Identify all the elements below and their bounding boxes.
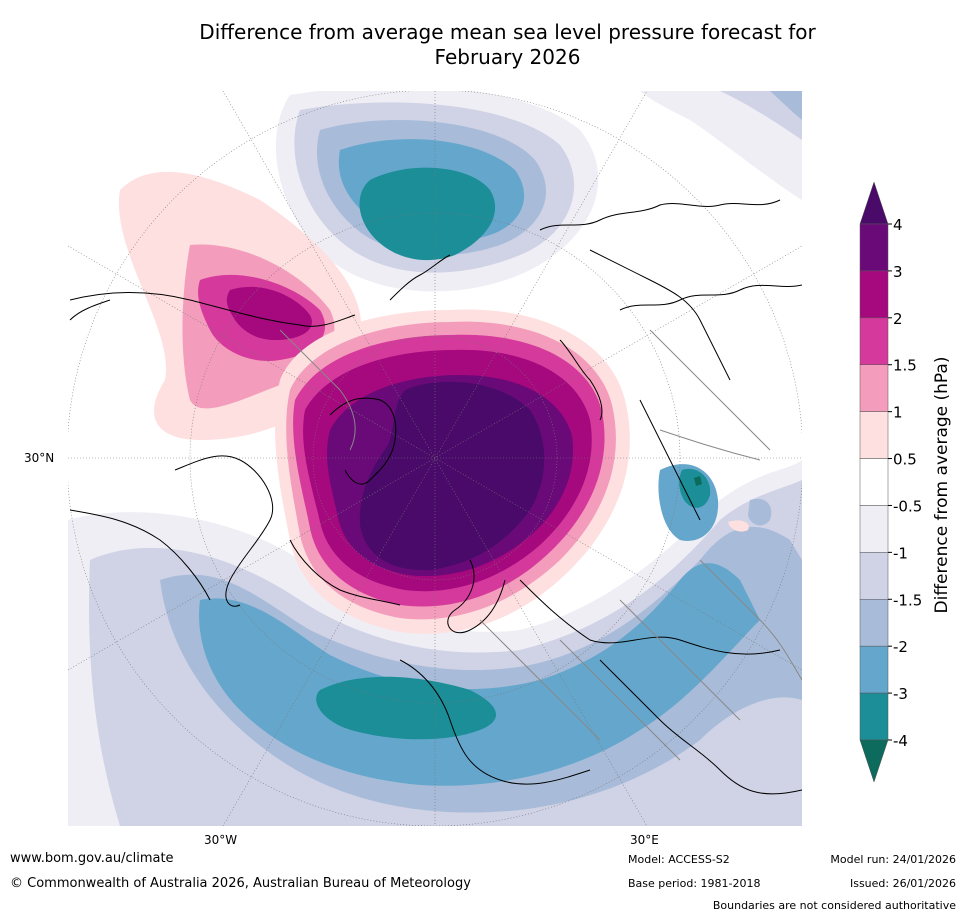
- colorbar-tick-label: -1.5: [893, 591, 922, 609]
- north-pacific-low: [275, 91, 599, 292]
- colorbar-segment: [859, 223, 889, 272]
- colorbar-segment: [859, 317, 889, 365]
- title-line-2: February 2026: [434, 45, 581, 69]
- colorbar-segment: [859, 364, 889, 412]
- colorbar-segment: [859, 692, 889, 741]
- colorbar-tick-label: 1: [893, 404, 903, 422]
- colorbar-segment: [859, 411, 889, 459]
- colorbar-segment: [859, 505, 889, 553]
- website-link[interactable]: www.bom.gov.au/climate: [10, 851, 174, 866]
- colorbar-segment: [859, 645, 889, 694]
- colorbar-over-arrow: [859, 181, 889, 225]
- title-line-1: Difference from average mean sea level p…: [199, 20, 816, 44]
- graticule: [68, 91, 802, 826]
- colorbar-tick-label: -3: [893, 685, 908, 703]
- lon-label-30w: 30°W: [204, 833, 238, 847]
- colorbar-tick-label: 4: [893, 216, 903, 234]
- country-borders: [279, 329, 802, 761]
- colorbar-tick-label: 0.5: [893, 451, 917, 469]
- coastlines: [69, 199, 802, 795]
- colorbar-tick-label: -2: [893, 638, 908, 656]
- lon-label-30e: 30°E: [630, 833, 659, 847]
- colorbar-tick-label: -4: [893, 732, 908, 750]
- arctic-high: [274, 309, 630, 634]
- colorbar-label: Difference from average (hPa): [932, 357, 952, 614]
- issued-date: Issued: 26/01/2026: [849, 877, 956, 890]
- colorbar-segment: [859, 458, 889, 506]
- base-period: Base period: 1981-2018: [628, 877, 761, 890]
- colorbar-tick-label: 3: [893, 263, 903, 281]
- colorbar-under-arrow: [859, 739, 889, 783]
- copyright: © Commonwealth of Australia 2026, Austra…: [10, 876, 471, 891]
- colorbar-segment: [859, 599, 889, 647]
- colorbar-tick-label: -1: [893, 544, 908, 562]
- colorbar-segment: [859, 270, 889, 319]
- colorbar-tick-label: -0.5: [893, 497, 922, 515]
- lat-label-30n: 30°N: [24, 451, 55, 465]
- disclaimer: Boundaries are not considered authoritat…: [712, 899, 956, 912]
- colorbar-segment: [859, 552, 889, 600]
- colorbar-tick-label: 1.5: [893, 357, 917, 375]
- model-name: Model: ACCESS-S2: [628, 853, 730, 866]
- model-run: Model run: 24/01/2026: [830, 853, 956, 866]
- chart-title: Difference from average mean sea level p…: [0, 20, 965, 70]
- colorbar-tick-label: 2: [893, 310, 903, 328]
